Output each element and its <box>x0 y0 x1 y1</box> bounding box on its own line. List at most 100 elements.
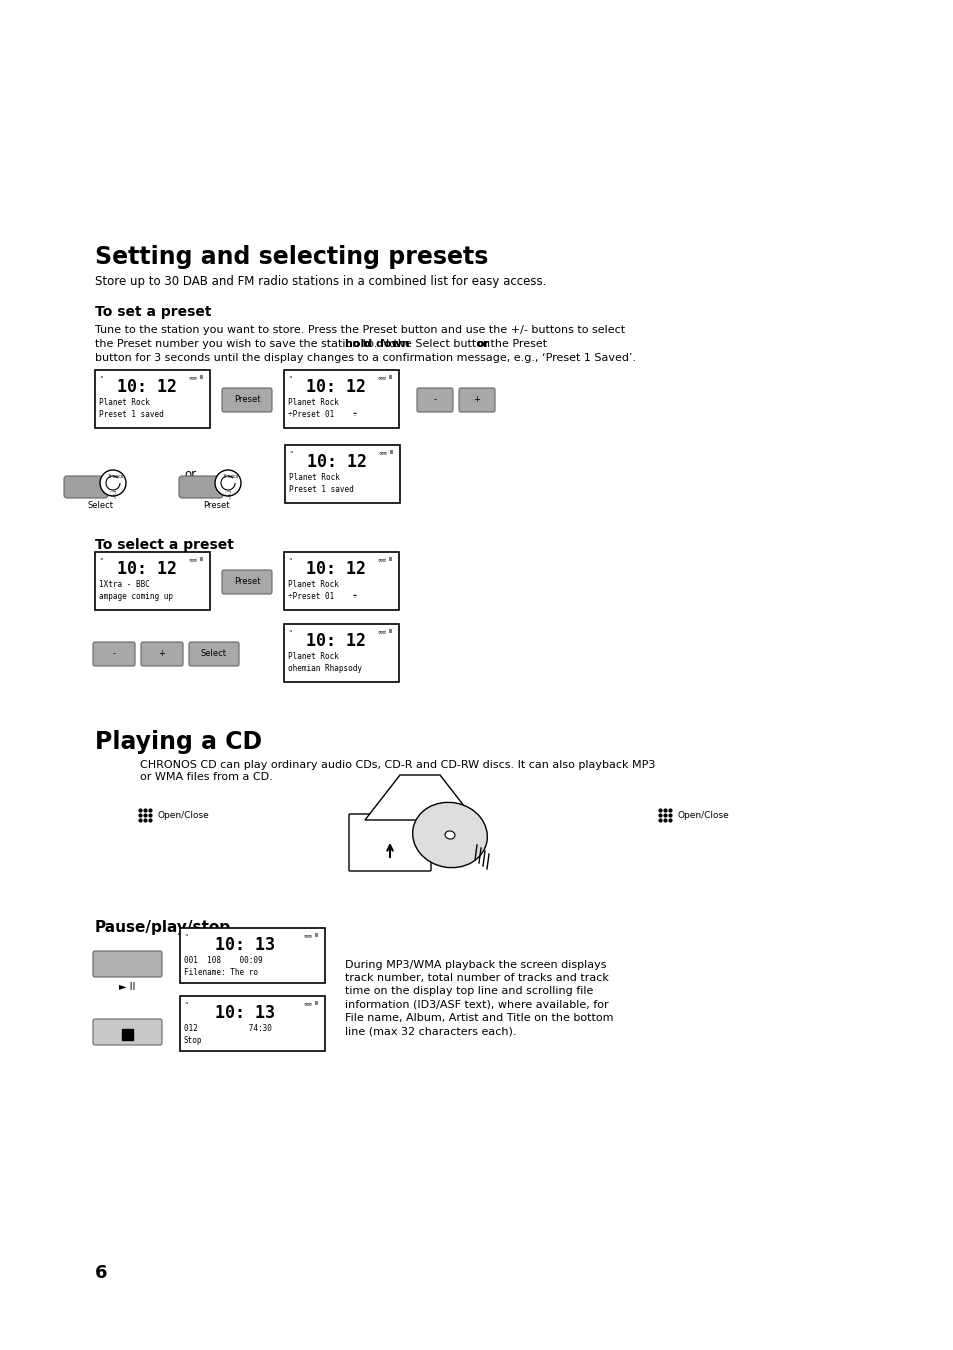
FancyBboxPatch shape <box>222 570 272 594</box>
Text: button for 3 seconds until the display changes to a confirmation message, e.g., : button for 3 seconds until the display c… <box>95 352 636 363</box>
Text: 001  108    00:09: 001 108 00:09 <box>184 956 262 965</box>
Text: +: + <box>473 396 480 405</box>
Text: CHRONOS CD can play ordinary audio CDs, CD-R and CD-RW discs. It can also playba: CHRONOS CD can play ordinary audio CDs, … <box>140 760 655 782</box>
FancyBboxPatch shape <box>458 387 495 412</box>
Text: ☟: ☟ <box>224 491 232 501</box>
Text: 10: 12: 10: 12 <box>305 378 365 396</box>
Text: lll: lll <box>200 375 204 379</box>
Text: “: “ <box>99 558 103 563</box>
Text: 6: 6 <box>95 1264 108 1282</box>
Text: Filename: The ro: Filename: The ro <box>184 968 257 977</box>
Text: Preset: Preset <box>233 396 260 405</box>
Text: lll: lll <box>200 558 204 562</box>
Text: Open/Close: Open/Close <box>678 810 729 819</box>
FancyBboxPatch shape <box>179 477 223 498</box>
Text: ∞∞: ∞∞ <box>188 375 197 379</box>
Text: “: “ <box>99 375 103 381</box>
Text: Preset: Preset <box>203 501 229 510</box>
Text: Playing a CD: Playing a CD <box>95 730 262 755</box>
Bar <box>284 624 398 682</box>
Text: lll: lll <box>389 629 393 634</box>
Text: ÷Preset 01    ÷: ÷Preset 01 ÷ <box>288 593 357 601</box>
Text: ∞∞: ∞∞ <box>376 375 386 379</box>
Text: “: “ <box>288 629 292 634</box>
Text: Select: Select <box>201 649 227 659</box>
FancyBboxPatch shape <box>92 1019 162 1045</box>
Text: ☟: ☟ <box>110 491 116 501</box>
Text: Planet Rock: Planet Rock <box>289 472 339 482</box>
FancyBboxPatch shape <box>141 643 183 666</box>
Bar <box>180 927 325 983</box>
Text: Planet Rock: Planet Rock <box>288 580 338 589</box>
Text: Preset: Preset <box>233 578 260 586</box>
FancyBboxPatch shape <box>349 814 431 871</box>
Text: hold down: hold down <box>345 339 410 350</box>
Text: the Preset number you wish to save the station to. Now: the Preset number you wish to save the s… <box>95 339 408 350</box>
Ellipse shape <box>413 802 487 868</box>
Text: Setting and selecting presets: Setting and selecting presets <box>95 244 488 269</box>
FancyBboxPatch shape <box>189 643 239 666</box>
Text: Preset 1 saved: Preset 1 saved <box>289 485 354 494</box>
Text: lll: lll <box>389 558 393 562</box>
Text: 3 secs: 3 secs <box>109 474 124 479</box>
Polygon shape <box>365 775 475 819</box>
Text: 10: 12: 10: 12 <box>116 378 176 396</box>
FancyBboxPatch shape <box>222 387 272 412</box>
Text: -: - <box>433 396 436 405</box>
Text: ∞∞: ∞∞ <box>188 558 197 562</box>
Text: ∞∞: ∞∞ <box>377 450 387 455</box>
Text: “: “ <box>288 558 292 563</box>
Text: 1Xtra - BBC: 1Xtra - BBC <box>99 580 150 589</box>
Text: ∞∞: ∞∞ <box>376 558 386 562</box>
Bar <box>285 446 399 504</box>
Text: lll: lll <box>390 450 395 455</box>
Text: the Select button: the Select button <box>390 339 494 350</box>
Text: To set a preset: To set a preset <box>95 305 212 319</box>
Text: -: - <box>112 649 115 659</box>
Text: To select a preset: To select a preset <box>95 539 233 552</box>
Text: ► II: ► II <box>119 981 135 992</box>
Circle shape <box>214 470 241 495</box>
Bar <box>95 370 210 428</box>
Text: lll: lll <box>389 375 393 379</box>
FancyBboxPatch shape <box>64 477 108 498</box>
Text: 3 secs: 3 secs <box>223 474 238 479</box>
Text: ohemian Rhapsody: ohemian Rhapsody <box>288 664 361 674</box>
FancyBboxPatch shape <box>92 643 135 666</box>
Text: 10: 12: 10: 12 <box>116 560 176 578</box>
Ellipse shape <box>444 832 455 840</box>
Text: During MP3/WMA playback the screen displays
track number, total number of tracks: During MP3/WMA playback the screen displ… <box>345 960 613 1035</box>
Text: 10: 12: 10: 12 <box>305 560 365 578</box>
Text: Pause/play/stop: Pause/play/stop <box>95 919 231 936</box>
Text: lll: lll <box>314 1000 319 1006</box>
Text: 10: 12: 10: 12 <box>307 454 366 471</box>
Text: lll: lll <box>314 933 319 938</box>
FancyBboxPatch shape <box>92 950 162 977</box>
Text: “: “ <box>288 375 292 381</box>
Text: ∞∞: ∞∞ <box>303 933 312 938</box>
Text: “: “ <box>184 933 188 940</box>
Text: Stop: Stop <box>184 1035 202 1045</box>
Bar <box>122 1029 132 1040</box>
Text: Tune to the station you want to store. Press the Preset button and use the +/- b: Tune to the station you want to store. P… <box>95 325 624 335</box>
Text: or: or <box>476 339 489 350</box>
Bar <box>180 996 325 1052</box>
Text: “: “ <box>289 450 293 456</box>
Text: the Preset: the Preset <box>486 339 546 350</box>
Text: ÷Preset 01    ÷: ÷Preset 01 ÷ <box>288 410 357 418</box>
Text: 10: 13: 10: 13 <box>215 936 275 954</box>
Text: Select: Select <box>88 501 113 510</box>
Text: or: or <box>184 468 196 481</box>
Text: 012           74:30: 012 74:30 <box>184 1025 272 1033</box>
Text: Preset 1 saved: Preset 1 saved <box>99 410 164 418</box>
Text: Planet Rock: Planet Rock <box>288 398 338 406</box>
Circle shape <box>100 470 126 495</box>
Text: ∞∞: ∞∞ <box>303 1000 312 1006</box>
Bar <box>95 552 210 610</box>
Text: Store up to 30 DAB and FM radio stations in a combined list for easy access.: Store up to 30 DAB and FM radio stations… <box>95 275 546 288</box>
Text: ampage coming up: ampage coming up <box>99 593 172 601</box>
Text: ∞∞: ∞∞ <box>376 629 386 634</box>
Text: Open/Close: Open/Close <box>158 810 210 819</box>
Text: “: “ <box>184 1000 188 1007</box>
Text: 10: 12: 10: 12 <box>305 632 365 649</box>
